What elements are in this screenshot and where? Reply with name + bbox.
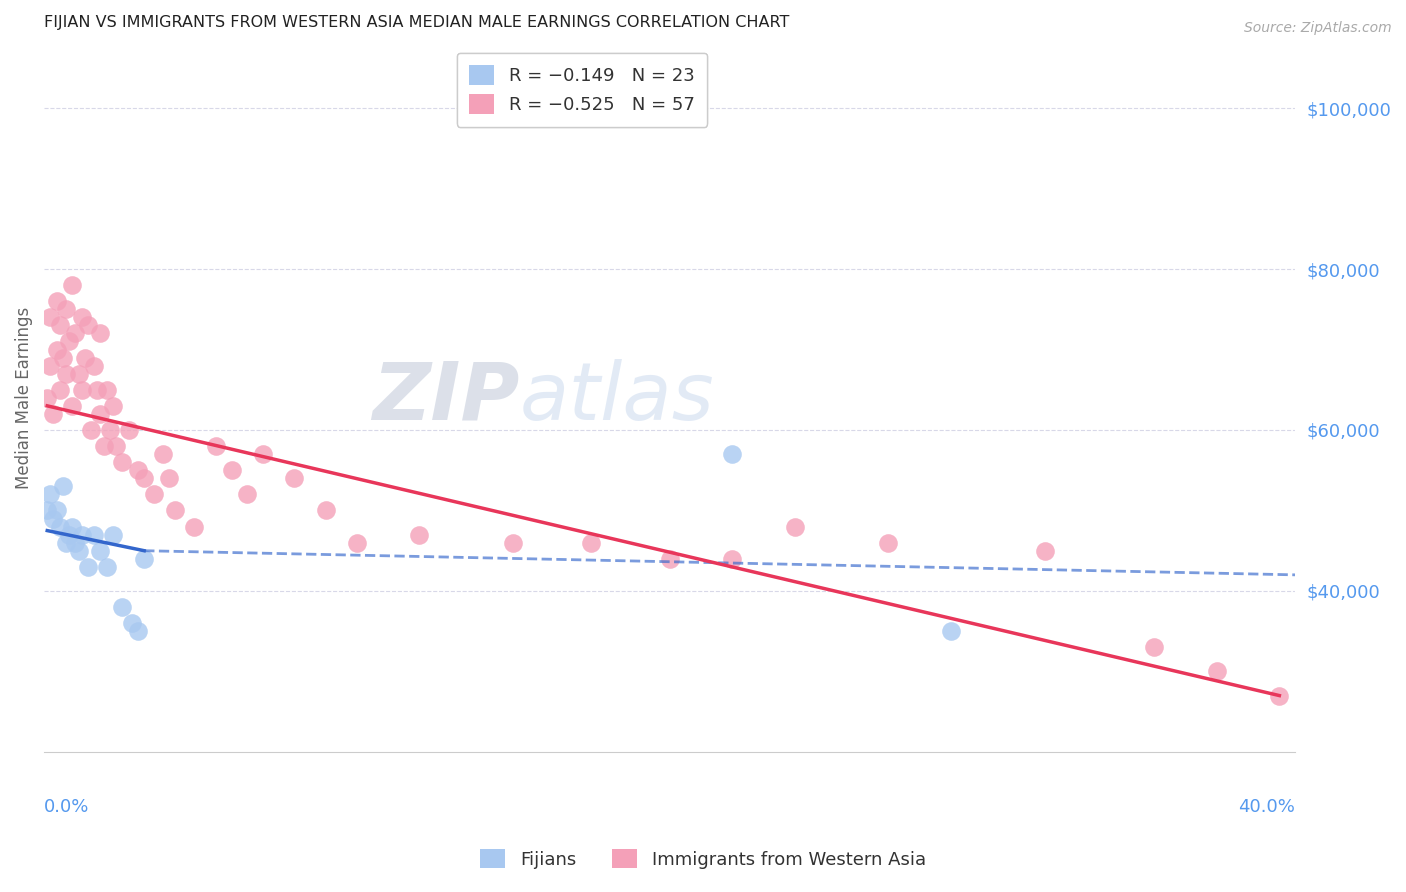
Point xyxy=(877,535,900,549)
Point xyxy=(48,318,70,333)
Point xyxy=(77,559,100,574)
Point xyxy=(134,471,156,485)
Point xyxy=(60,278,83,293)
Point xyxy=(121,616,143,631)
Point xyxy=(783,519,806,533)
Point xyxy=(60,519,83,533)
Point xyxy=(37,503,59,517)
Point xyxy=(39,487,62,501)
Point xyxy=(89,543,111,558)
Point xyxy=(127,463,149,477)
Point xyxy=(45,294,67,309)
Point xyxy=(502,535,524,549)
Point xyxy=(101,399,124,413)
Point xyxy=(101,527,124,541)
Point xyxy=(105,439,128,453)
Point xyxy=(98,423,121,437)
Point xyxy=(65,535,87,549)
Point xyxy=(52,479,75,493)
Point xyxy=(581,535,603,549)
Point xyxy=(183,519,205,533)
Point xyxy=(77,318,100,333)
Point xyxy=(721,551,744,566)
Text: 40.0%: 40.0% xyxy=(1239,798,1295,816)
Point xyxy=(721,447,744,461)
Legend: R = −0.149   N = 23, R = −0.525   N = 57: R = −0.149 N = 23, R = −0.525 N = 57 xyxy=(457,53,707,127)
Text: FIJIAN VS IMMIGRANTS FROM WESTERN ASIA MEDIAN MALE EARNINGS CORRELATION CHART: FIJIAN VS IMMIGRANTS FROM WESTERN ASIA M… xyxy=(44,15,790,30)
Point xyxy=(52,351,75,365)
Point xyxy=(65,326,87,341)
Point xyxy=(39,359,62,373)
Point xyxy=(236,487,259,501)
Point xyxy=(111,600,134,615)
Point xyxy=(80,423,103,437)
Point xyxy=(55,367,77,381)
Point xyxy=(45,343,67,357)
Point xyxy=(83,359,105,373)
Point xyxy=(39,310,62,325)
Point xyxy=(111,455,134,469)
Point xyxy=(70,527,93,541)
Point xyxy=(283,471,305,485)
Text: Source: ZipAtlas.com: Source: ZipAtlas.com xyxy=(1244,21,1392,35)
Point xyxy=(67,543,90,558)
Point xyxy=(86,383,108,397)
Point xyxy=(1143,640,1166,655)
Point xyxy=(70,383,93,397)
Point xyxy=(408,527,430,541)
Point xyxy=(96,559,118,574)
Point xyxy=(60,399,83,413)
Point xyxy=(42,511,65,525)
Point xyxy=(152,447,174,461)
Point xyxy=(55,535,77,549)
Point xyxy=(1205,665,1227,679)
Y-axis label: Median Male Earnings: Median Male Earnings xyxy=(15,307,32,489)
Point xyxy=(96,383,118,397)
Point xyxy=(89,326,111,341)
Point xyxy=(42,407,65,421)
Text: 0.0%: 0.0% xyxy=(44,798,90,816)
Point xyxy=(58,527,80,541)
Point xyxy=(134,551,156,566)
Point xyxy=(67,367,90,381)
Text: atlas: atlas xyxy=(519,359,714,437)
Point xyxy=(127,624,149,639)
Point xyxy=(48,519,70,533)
Point xyxy=(1268,689,1291,703)
Point xyxy=(55,302,77,317)
Point xyxy=(89,407,111,421)
Point xyxy=(205,439,228,453)
Point xyxy=(939,624,962,639)
Point xyxy=(165,503,187,517)
Point xyxy=(83,527,105,541)
Point xyxy=(1033,543,1056,558)
Point xyxy=(37,391,59,405)
Point xyxy=(157,471,180,485)
Point xyxy=(346,535,368,549)
Point xyxy=(58,334,80,349)
Point xyxy=(252,447,274,461)
Text: ZIP: ZIP xyxy=(373,359,519,437)
Point xyxy=(142,487,165,501)
Point xyxy=(73,351,96,365)
Point xyxy=(658,551,681,566)
Point xyxy=(48,383,70,397)
Legend: Fijians, Immigrants from Western Asia: Fijians, Immigrants from Western Asia xyxy=(472,842,934,876)
Point xyxy=(93,439,115,453)
Point xyxy=(70,310,93,325)
Point xyxy=(45,503,67,517)
Point xyxy=(221,463,243,477)
Point xyxy=(117,423,139,437)
Point xyxy=(315,503,337,517)
